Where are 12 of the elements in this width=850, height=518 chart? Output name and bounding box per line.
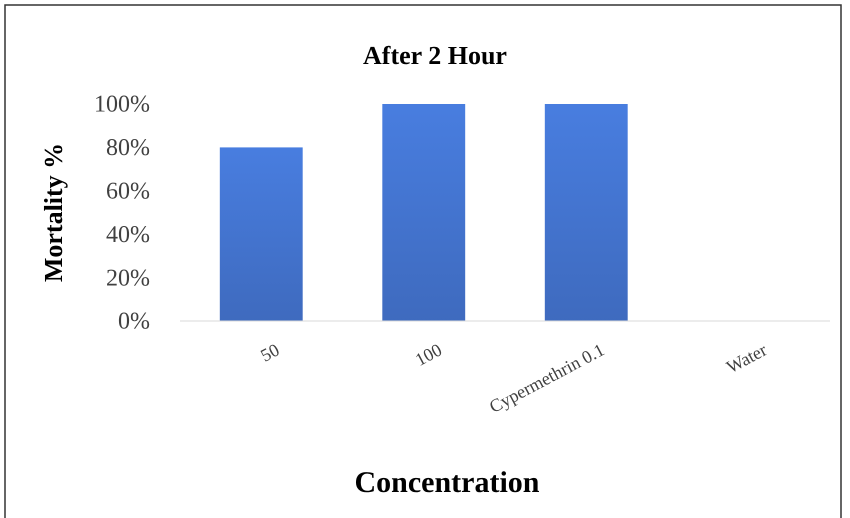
y-tick-label: 80% [106,135,150,162]
y-tick-label: 20% [106,265,150,292]
y-tick-label: 0% [118,308,150,335]
y-axis-title: Mortality % [39,142,68,282]
y-tick-label: 60% [106,178,150,204]
y-tick-label: 100% [94,92,150,118]
x-tick-label: 100 [412,340,446,370]
chart-title: After 2 Hour [363,41,507,70]
x-tick-label: 50 [257,340,283,366]
x-axis-title: Concentration [354,466,540,499]
x-tick-label: Water [723,340,770,378]
y-tick-label: 40% [106,222,150,248]
